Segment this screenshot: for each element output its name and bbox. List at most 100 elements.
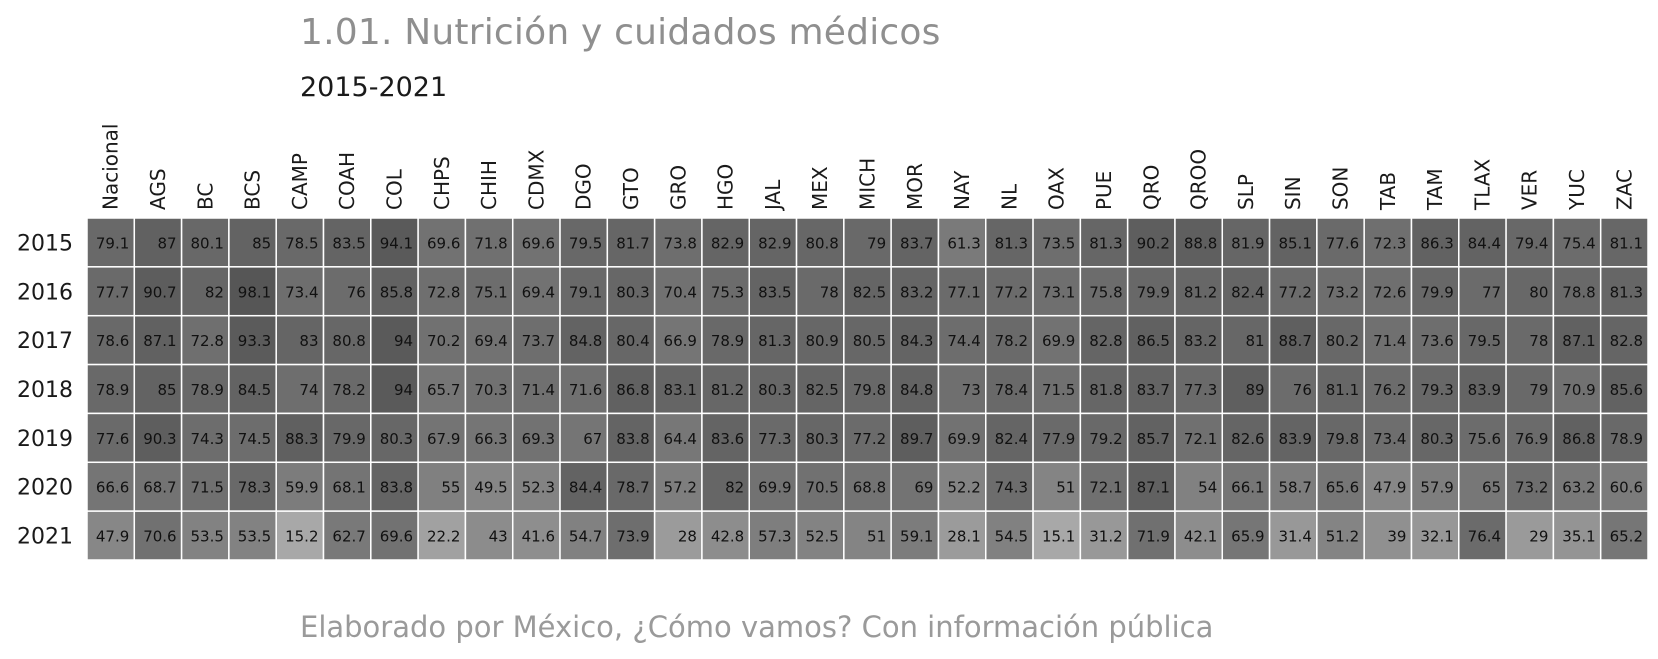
heatmap-cell-2017-mor (890, 314, 940, 366)
heatmap-cell-2015-camp (275, 217, 325, 268)
cell-value-label: 84.8 (569, 332, 602, 350)
cell-value-label: 78.9 (711, 332, 744, 350)
cell-value-label: 57.3 (758, 528, 791, 546)
cell-value-label: 72.6 (1373, 283, 1406, 301)
cell-value-label: 84.8 (900, 381, 933, 399)
row-label-2015: 2015 (17, 231, 73, 256)
heatmap-cell-2015-mor (890, 217, 940, 268)
cell-value-label: 77.7 (96, 283, 129, 301)
heatmap-cell-2020-mex (795, 461, 845, 512)
cell-value-label: 83.8 (616, 430, 649, 448)
heatmap-cell-2021-pue (1079, 510, 1129, 561)
cell-value-label: 82.9 (711, 234, 744, 252)
heatmap-cell-2021-cdmx (511, 510, 561, 561)
cell-value-label: 71.9 (1137, 528, 1170, 546)
heatmap-cell-2020-cdmx (511, 461, 561, 512)
cell-value-label: 71.5 (191, 479, 224, 497)
cell-value-label: 73 (962, 381, 981, 399)
cell-value-label: 85 (158, 381, 177, 399)
cell-value-label: 90.2 (1137, 234, 1170, 252)
cell-value-label: 67.9 (427, 430, 460, 448)
heatmap-cell-2015-hgo (701, 217, 750, 268)
cell-value-label: 77.6 (1326, 234, 1359, 252)
column-label-tab: TAB (1376, 172, 1400, 211)
cell-value-label: 83.7 (1137, 381, 1170, 399)
cell-value-label: 83.9 (1468, 381, 1501, 399)
heatmap-cell-2020-zac (1599, 461, 1649, 512)
heatmap-cell-2016-bcs (228, 266, 277, 317)
cell-value-label: 57.2 (664, 479, 697, 497)
cell-value-label: 78.7 (616, 479, 649, 497)
cell-value-label: 85.7 (1137, 430, 1170, 448)
heatmap-cell-2016-mich (843, 266, 892, 317)
cell-value-label: 81.7 (616, 234, 649, 252)
cell-value-label: 42.1 (1184, 528, 1217, 546)
cell-value-label: 41.6 (522, 528, 555, 546)
heatmap-chart: Nacional AGS BC BCS CAMP COAH COL CHPS CHIH CDMX D… (17, 123, 1649, 561)
heatmap-cell-2019-coah (322, 412, 372, 464)
cell-value-label: 81.3 (995, 234, 1028, 252)
cell-value-label: 79.9 (1420, 283, 1453, 301)
cell-value-label: 58.7 (1278, 479, 1311, 497)
column-label-chih: CHIH (477, 160, 501, 210)
cell-value-label: 61.3 (947, 234, 980, 252)
cell-value-label: 59.9 (285, 479, 318, 497)
cell-value-label: 73.7 (522, 332, 555, 350)
column-label-gto: GTO (619, 167, 643, 210)
cell-value-label: 69.6 (522, 234, 555, 252)
column-label-son: SON (1329, 167, 1353, 210)
cell-value-label: 63.2 (1562, 479, 1595, 497)
cell-value-label: 78.8 (1562, 283, 1595, 301)
cell-value-label: 78.6 (96, 332, 129, 350)
cell-value-label: 73.1 (1042, 283, 1075, 301)
cell-value-label: 80.5 (853, 332, 886, 350)
heatmap-cell-2016-hgo (701, 266, 750, 317)
cell-value-label: 77.3 (1184, 381, 1217, 399)
column-label-pue: PUE (1092, 171, 1116, 210)
heatmap-cell-2020-jal (748, 461, 798, 512)
cell-value-label: 78.9 (1610, 430, 1643, 448)
heatmap-cell-2015-col (370, 217, 419, 268)
heatmap-cell-2018-ver (1505, 363, 1555, 415)
heatmap-cell-2020-tab (1363, 461, 1413, 512)
cell-value-label: 80.3 (380, 430, 413, 448)
cell-value-label: 78 (820, 283, 839, 301)
cell-value-label: 73.9 (616, 528, 649, 546)
cell-value-label: 84.4 (1468, 234, 1501, 252)
heatmap-cell-2017-pue (1079, 314, 1129, 366)
column-label-nay: NAY (950, 170, 974, 210)
heatmap-cell-2020-dgo (559, 461, 609, 512)
heatmap-cell-2016-mex (795, 266, 845, 317)
heatmap-cell-2018-chps (417, 363, 467, 415)
heatmap-cell-2016-tab (1363, 266, 1413, 317)
heatmap-cell-2018-tlax (1458, 363, 1507, 415)
heatmap-cell-2015-mich (843, 217, 892, 268)
cell-value-label: 69 (914, 479, 933, 497)
column-label-chps: CHPS (430, 156, 454, 210)
heatmap-cell-2021-jal (748, 510, 798, 561)
cell-value-label: 65.6 (1326, 479, 1359, 497)
heatmap-cell-2020-slp (1221, 461, 1271, 512)
cell-value-label: 79 (867, 234, 886, 252)
heatmap-cell-2017-son (1316, 314, 1365, 366)
cell-value-label: 51.2 (1326, 528, 1359, 546)
cell-value-label: 77 (1482, 283, 1501, 301)
heatmap-cell-2019-gro (653, 412, 703, 464)
cell-value-label: 69.3 (522, 430, 555, 448)
cell-value-label: 22.2 (427, 528, 460, 546)
cell-value-label: 79.4 (1515, 234, 1548, 252)
cell-value-label: 54 (1198, 479, 1217, 497)
heatmap-cell-2019-jal (748, 412, 798, 464)
heatmap-cell-2016-nay (937, 266, 987, 317)
cell-value-label: 72.8 (191, 332, 224, 350)
cell-value-label: 49.5 (474, 479, 507, 497)
column-label-ags: AGS (146, 168, 170, 210)
heatmap-cell-2021-slp (1221, 510, 1271, 561)
heatmap-cell-2021-son (1316, 510, 1365, 561)
cell-value-label: 65 (1482, 479, 1501, 497)
cell-value-label: 71.5 (1042, 381, 1075, 399)
heatmap-cell-2021-qroo (1174, 510, 1224, 561)
cell-value-label: 90.3 (143, 430, 176, 448)
heatmap-cell-2016-chps (417, 266, 467, 317)
heatmap-cell-2020-mor (890, 461, 940, 512)
